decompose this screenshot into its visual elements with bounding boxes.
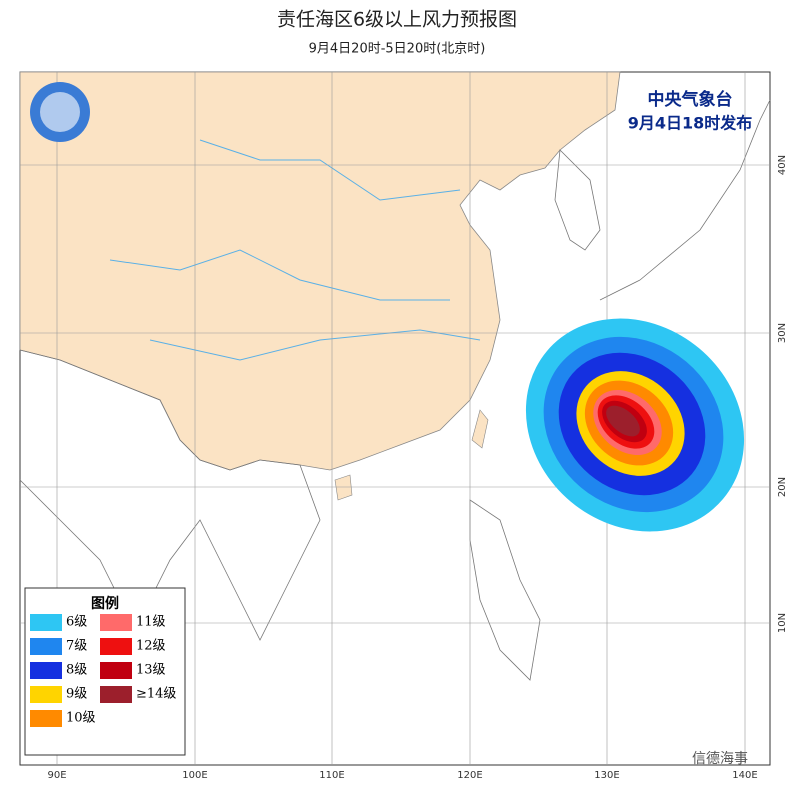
legend-swatch xyxy=(30,686,62,703)
longitude-label: 120E xyxy=(457,770,482,781)
longitude-label: 90E xyxy=(47,770,66,781)
wind-zones xyxy=(525,318,745,532)
longitude-label: 100E xyxy=(182,770,207,781)
map-frame xyxy=(19,71,771,766)
rivers xyxy=(109,139,481,361)
legend-label: 10级 xyxy=(66,711,96,726)
legend-swatch xyxy=(30,614,62,631)
issued-time: 9月4日18时发布 xyxy=(628,114,753,133)
longitude-label: 110E xyxy=(319,770,344,781)
legend-label: 13级 xyxy=(136,663,166,678)
longitude-labels: 90E 100E 110E 120E 130E 140E xyxy=(47,770,757,781)
title: 责任海区6级以上风力预报图 xyxy=(277,9,517,31)
legend-label: 12级 xyxy=(136,639,166,654)
legend: 图例 6级 7级 8级 9级 10级 11级 12级 13级 ≥14级 xyxy=(24,587,186,756)
legend-label: ≥14级 xyxy=(136,687,176,702)
legend-swatch xyxy=(100,686,132,703)
subtitle: 9月4日20时-5日20时(北京时) xyxy=(309,42,486,57)
watermark: 信德海事 xyxy=(692,751,748,767)
legend-swatch xyxy=(100,662,132,679)
legend-label: 6级 xyxy=(66,615,87,630)
taiwan xyxy=(471,409,489,449)
latitude-label: 40N xyxy=(777,155,788,175)
latitude-labels: 40N 30N 20N 10N xyxy=(777,155,788,633)
hainan xyxy=(334,474,353,501)
longitude-label: 130E xyxy=(594,770,619,781)
latitude-label: 10N xyxy=(777,613,788,633)
wind-zone xyxy=(606,405,640,437)
latitude-label: 30N xyxy=(777,323,788,343)
agency: 中央气象台 xyxy=(648,89,733,110)
longitude-label: 140E xyxy=(732,770,757,781)
legend-swatch xyxy=(30,710,62,727)
legend-label: 9级 xyxy=(66,687,87,702)
legend-swatch xyxy=(30,662,62,679)
legend-label: 7级 xyxy=(66,639,87,654)
legend-swatch xyxy=(100,638,132,655)
legend-label: 11级 xyxy=(136,615,166,630)
latitude-label: 20N xyxy=(777,477,788,497)
legend-swatch xyxy=(30,638,62,655)
legend-title: 图例 xyxy=(91,595,119,612)
legend-swatch xyxy=(100,614,132,631)
logo-inner xyxy=(40,92,80,132)
legend-label: 8级 xyxy=(66,663,87,678)
coast-outline xyxy=(469,99,771,681)
